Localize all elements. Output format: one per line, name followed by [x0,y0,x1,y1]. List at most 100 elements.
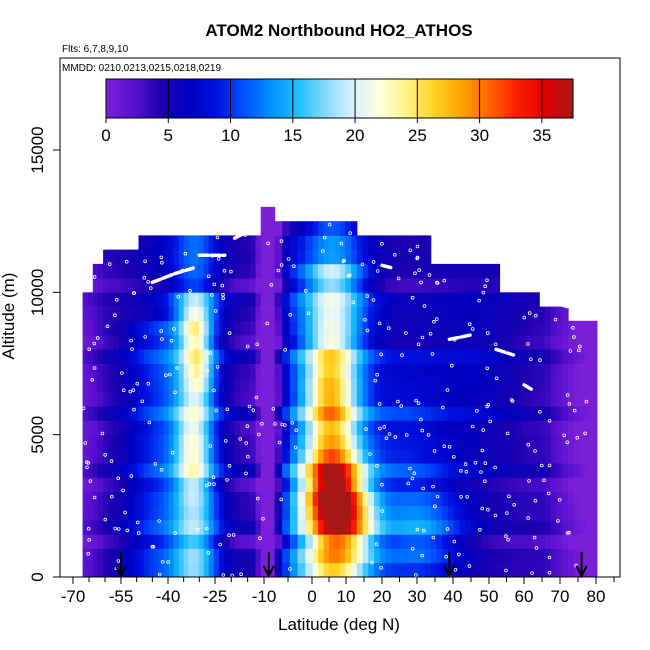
heat-cell [213,335,220,350]
heat-cell [143,562,150,578]
sample-point [282,423,287,427]
heat-cell [138,420,145,435]
sample-point [464,469,469,474]
heat-cell [459,548,466,564]
heat-cell [266,306,276,322]
sample-point [426,432,431,437]
heat-cell [312,406,319,421]
heat-cell [153,249,160,265]
heat-cell [103,392,109,407]
sample-point [430,352,435,356]
heat-cell [158,505,165,521]
heat-cell [213,534,220,549]
heat-cell [138,363,145,379]
sample-point [277,440,282,445]
heat-cell [493,363,501,379]
x-tick-label: 60 [515,587,534,606]
heat-cell [158,263,165,279]
heat-cell [218,249,225,265]
x-tick-label: 80 [587,587,606,606]
sample-point [103,453,107,457]
heat-cell [118,520,125,535]
sample-point [221,296,226,301]
heat-cell [245,463,251,478]
heat-cell [510,505,517,521]
heat-cell [448,477,455,492]
heat-cell [419,505,426,521]
sample-point [375,372,379,377]
sample-point [260,421,264,426]
heat-cell [368,363,375,379]
heat-cell [274,491,283,507]
heat-cell [413,463,420,478]
heat-cell [305,335,314,350]
heat-cell [239,548,246,564]
heat-cell [128,278,135,293]
heat-cell [368,448,375,464]
sample-point [447,444,452,449]
heat-cell [556,306,563,322]
heat-cell [113,434,119,450]
heat-cell [123,363,130,379]
heat-cell [234,491,241,507]
heat-cell [442,434,449,450]
heat-cell [118,534,125,549]
heat-cell [128,377,135,393]
heat-cell [163,420,170,435]
heat-cell [510,562,517,578]
sample-point [279,263,284,267]
heat-cell [391,477,398,492]
heat-cell [260,263,268,279]
heat-cell [82,306,89,322]
heat-cell [396,562,403,578]
heat-cell [544,562,552,578]
heat-cell [521,548,529,564]
heat-cell [424,349,432,364]
sample-point [339,241,344,246]
heat-cell [133,263,140,279]
heat-cell [260,320,268,336]
heat-cell [527,392,534,407]
heat-cell [143,463,150,478]
heat-cell [362,534,369,549]
heat-cell [245,562,251,578]
x-tick-label: 70 [551,587,570,606]
heat-cell [362,505,369,521]
heat-cell [255,434,262,450]
heat-cell [585,448,592,464]
heat-cell [573,335,581,350]
sample-point [417,268,421,272]
heat-cell [527,335,534,350]
heat-cell [550,534,557,549]
sample-point [567,401,572,406]
heat-cell [163,520,170,535]
heat-cell [274,363,283,379]
heat-cell [562,320,569,336]
heat-cell [250,434,257,450]
heat-cell [516,477,523,492]
heat-cell [345,520,352,535]
heat-cell [436,349,443,364]
sample-point [547,418,552,423]
heat-cell [573,562,581,578]
heat-cell [312,434,319,450]
sample-point [532,535,537,540]
heat-cell [345,235,352,250]
heat-cell [374,349,381,364]
heat-cell [499,548,506,564]
heat-cell [374,562,381,578]
heat-cell [374,377,381,393]
sample-point [170,450,175,455]
heat-cell [173,263,180,279]
heat-cell [250,420,257,435]
heat-cell [305,562,314,578]
heat-cell [533,335,540,350]
heat-cell [556,363,563,379]
heat-cell [153,520,160,535]
heat-cell [193,278,200,293]
heat-cell [396,420,403,435]
sample-point [410,546,415,551]
sample-point [121,488,125,493]
heat-cell [128,335,135,350]
sample-point [415,255,420,260]
